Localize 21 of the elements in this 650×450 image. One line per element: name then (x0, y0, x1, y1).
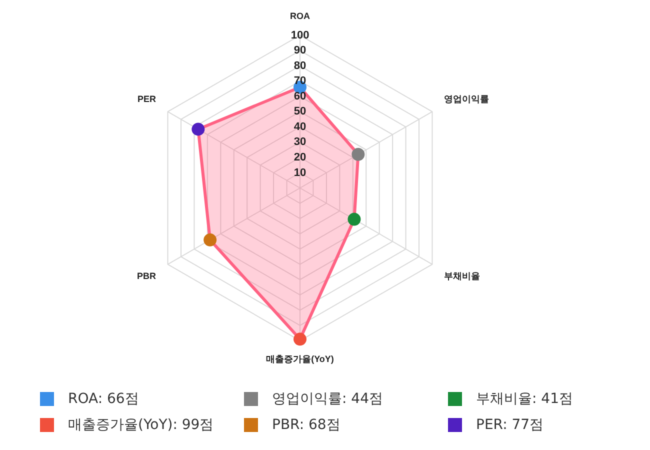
y-tick-label: 90 (294, 44, 306, 57)
text: PER: 77점 (476, 416, 544, 434)
y-tick-label: 40 (294, 120, 306, 133)
spoke-label: 부채비율 (444, 270, 480, 281)
text: 영업이익률: 44점 (272, 390, 383, 408)
y-tick-label: 60 (294, 90, 306, 102)
text: ROA: 66점 (68, 390, 139, 408)
y-tick-label: 80 (294, 60, 306, 72)
spoke-label: 영업이익률 (444, 94, 489, 104)
spoke-label: PBR (137, 270, 157, 281)
y-tick-label: 30 (294, 136, 306, 148)
spoke-label: 매출증가율(YoY) (266, 354, 334, 364)
text: 부채비율: 41점 (476, 390, 573, 408)
y-tick-label: 20 (294, 151, 306, 164)
y-tick-label: 100 (290, 29, 310, 42)
y-tick-label: 10 (294, 166, 306, 179)
text: 매출증가율(YoY): 99점 (68, 416, 214, 434)
y-tick-label: 50 (294, 106, 306, 118)
text: PBR: 68점 (272, 416, 340, 434)
spoke-label: ROA (290, 10, 310, 21)
spoke-label: PER (138, 94, 157, 104)
